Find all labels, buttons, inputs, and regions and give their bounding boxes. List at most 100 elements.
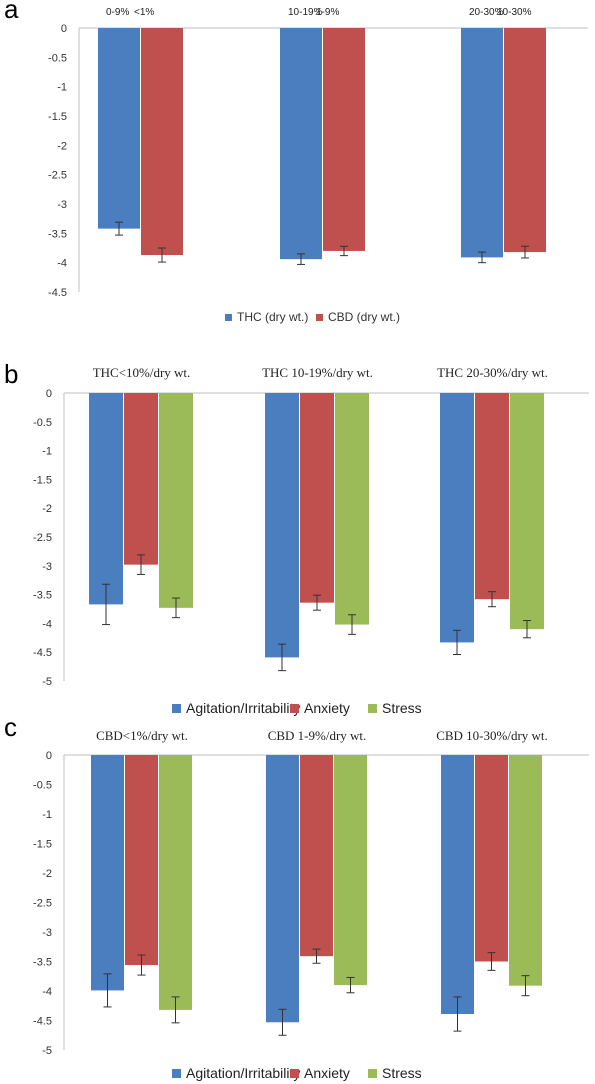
y-tick-label: -3.5 [48,228,67,240]
legend-entry: Agitation/Irritability [186,1065,300,1081]
bar [141,28,183,256]
bar [280,28,322,260]
error-bar [521,975,530,997]
legend-swatch [368,1069,377,1078]
legend-entry: Anxiety [304,700,350,716]
bar [504,28,546,253]
y-tick-label: -2.5 [33,532,52,544]
y-tick-label: -1.5 [33,474,52,486]
category-label: THC 20-30%/dry wt. [437,365,548,380]
bar [300,393,334,603]
y-tick-label: -5 [42,1045,52,1057]
error-bar [313,594,321,611]
error-bar [453,996,462,1032]
legend-entry: THC (dry wt.) [237,310,308,324]
legend-swatch [290,1069,299,1078]
category-label: 20-30% [469,7,504,18]
error-bar [346,976,355,994]
y-tick-label: -3 [42,561,52,573]
bar [334,755,367,986]
bar [323,28,365,251]
error-bar [478,251,486,264]
error-bar [137,954,146,976]
error-bar [487,952,496,971]
error-bar [312,948,321,964]
y-tick-label: 0 [46,750,52,762]
legend-swatch [290,704,299,713]
y-tick-label: -3.5 [33,590,52,602]
y-tick-label: 0 [46,388,52,400]
error-bar [158,247,166,263]
bar [91,755,124,991]
bar [159,755,192,1010]
y-tick-label: -2 [57,140,67,152]
chart-a: 0 -0.5 -1 -1.5 -2 -2.5 -3 -3.5 -4 -4.5 0-9% <1% 10-1… [48,7,588,324]
y-tick-label: -3 [57,199,67,211]
y-tick-label: -4 [42,986,52,998]
chart-c: 0 -0.5 -1 -1.5 -2 -2.5 -3 -3.5 -4 -4.5 -5 CBD<1%/dr… [33,728,589,1081]
bar [440,393,474,643]
y-tick-label: -2 [42,503,52,515]
category-label: <1% [134,7,154,18]
y-tick-label: -3.5 [33,957,52,969]
category-label: 10-19% [288,7,323,18]
legend-entry: CBD (dry wt.) [328,310,400,324]
y-tick-label: -4 [57,258,67,270]
error-bar [521,245,529,259]
error-bar [102,583,110,626]
bar [441,755,474,1015]
bar [475,393,509,600]
category-label: CBD 1-9%/dry wt. [268,728,367,743]
bar [300,755,333,957]
y-tick-label: -4.5 [33,647,52,659]
legend-entry: Anxiety [304,1065,350,1081]
error-bar [348,614,356,635]
error-bar [137,554,145,575]
y-tick-label: -1 [42,809,52,821]
error-bar [103,973,112,1008]
y-tick-label: -4.5 [48,287,67,299]
legend-swatch [225,314,232,321]
y-tick-label: -0.5 [33,417,52,429]
y-tick-label: -1.5 [48,111,67,123]
y-tick-label: 0 [61,23,67,35]
y-tick-label: -4.5 [33,1016,52,1028]
bar [98,28,140,229]
bar [335,393,369,625]
category-label: 10-30% [497,7,532,18]
chart-b: 0 -0.5 -1 -1.5 -2 -2.5 -3 -3.5 -4 -4.5 -5 THC<10%/d… [33,365,589,716]
y-tick-label: -5 [42,676,52,688]
bar [124,393,158,565]
error-bar [340,245,348,257]
y-tick-label: -1 [57,82,67,94]
category-label: 0-9% [106,7,129,18]
panel-letter-a: a [4,0,19,24]
bar [461,28,503,258]
legend-swatch [172,704,181,713]
error-bar [172,597,180,619]
y-tick-label: -4 [42,618,52,630]
bar [510,393,544,630]
error-bar [453,629,461,656]
category-label: CBD<1%/dry wt. [96,728,188,743]
y-tick-label: -0.5 [33,780,52,792]
y-tick-label: -3 [42,927,52,939]
y-tick-label: -1 [42,446,52,458]
legend-entry: Agitation/Irritability [186,700,300,716]
category-label: THC 10-19%/dry wt. [262,365,373,380]
y-tick-label: -0.5 [48,52,67,64]
bar [159,393,193,608]
category-label: CBD 10-30%/dry wt. [436,728,548,743]
panel-letter-c: c [4,712,17,742]
error-bar [115,221,123,236]
category-label: 1-9% [316,7,339,18]
y-tick-label: -2 [42,868,52,880]
y-tick-label: -1.5 [33,839,52,851]
bar [125,755,158,966]
error-bar [488,591,496,608]
bar [509,755,542,986]
error-bar [297,253,305,265]
error-bar [523,620,531,639]
bar [475,755,508,962]
